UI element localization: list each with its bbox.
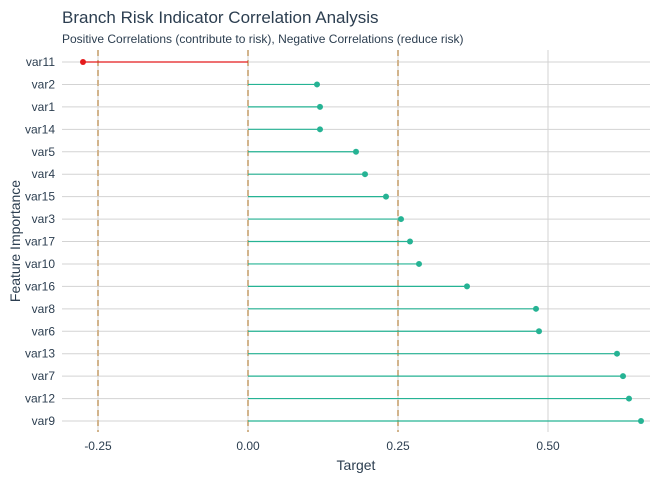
lollipop-point — [362, 171, 368, 178]
lollipop-stems — [83, 61, 641, 422]
y-tick-label: var7 — [32, 369, 56, 383]
lollipop-point — [626, 395, 632, 402]
y-tick-label: var16 — [25, 279, 55, 293]
lollipop-point — [317, 103, 323, 110]
y-tick-label: var3 — [32, 212, 56, 226]
x-axis-title: Target — [337, 457, 376, 473]
y-tick-label: var11 — [26, 55, 55, 69]
y-tick-label: var4 — [32, 167, 56, 181]
lollipop-point — [398, 216, 404, 223]
x-axis-tick-labels: -0.25 0.00 0.25 0.50 — [84, 439, 560, 453]
y-tick-label: var2 — [32, 77, 56, 91]
y-tick-label: var6 — [32, 324, 56, 338]
y-tick-label: var17 — [25, 235, 55, 249]
x-tick-label: -0.25 — [84, 439, 112, 453]
y-tick-label: var13 — [25, 347, 55, 361]
lollipop-point — [464, 283, 470, 290]
lollipop-point — [407, 238, 413, 245]
lollipop-point — [314, 81, 320, 88]
y-axis-tick-labels: var11 var2 var1 var14 var5 var4 var15 var3 var17… — [25, 55, 55, 428]
y-axis-title: Feature Importance — [7, 180, 23, 302]
lollipop-point — [80, 59, 86, 65]
lollipop-point — [620, 373, 626, 380]
lollipop-point — [614, 350, 620, 357]
lollipop-point — [536, 328, 542, 335]
y-tick-label: var8 — [32, 302, 56, 316]
y-tick-label: var10 — [25, 257, 55, 271]
lollipop-point — [317, 126, 323, 133]
y-tick-label: var15 — [25, 190, 55, 204]
lollipop-point — [416, 260, 422, 267]
lollipop-points — [80, 59, 644, 424]
y-tick-label: var5 — [32, 145, 56, 159]
lollipop-point — [533, 305, 539, 312]
chart-subtitle: Positive Correlations (contribute to ris… — [62, 32, 463, 46]
x-tick-label: 0.50 — [536, 439, 560, 453]
y-tick-label: var1 — [32, 100, 56, 114]
x-tick-label: 0.00 — [236, 439, 260, 453]
lollipop-point — [353, 148, 359, 155]
y-tick-label: var14 — [25, 122, 55, 136]
lollipop-point — [383, 193, 389, 200]
y-tick-label: var9 — [32, 414, 56, 428]
x-tick-label: 0.25 — [386, 439, 410, 453]
lollipop-point — [638, 418, 644, 424]
chart-title: Branch Risk Indicator Correlation Analys… — [62, 8, 379, 27]
y-tick-label: var12 — [25, 392, 55, 406]
